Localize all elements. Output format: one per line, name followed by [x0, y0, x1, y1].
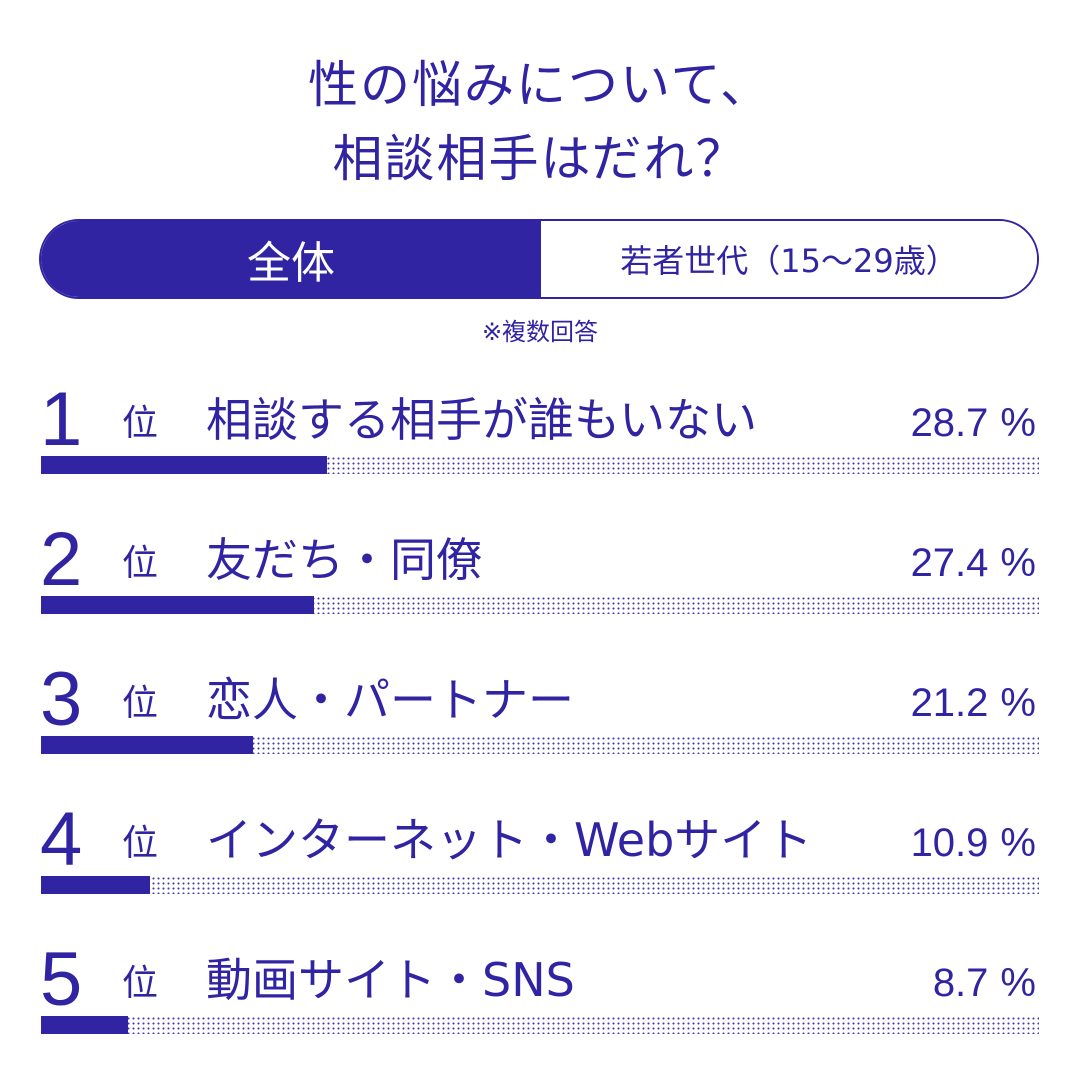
category-label: 動画サイト・SNS: [206, 953, 575, 1007]
rank-unit: 位: [122, 683, 159, 724]
rank-row: 2 位 友だち・同僚 27.4%: [0, 520, 1080, 634]
percent-sign: %: [1000, 821, 1036, 865]
multiple-answer-note: ※複数回答: [481, 318, 599, 346]
value-label: 28.7%: [911, 398, 1036, 448]
value-label: 8.7%: [933, 958, 1036, 1008]
value-label: 27.4%: [911, 538, 1036, 588]
rank-number: 1: [40, 377, 83, 462]
bar: [41, 876, 150, 894]
rank-number: 5: [40, 937, 83, 1022]
rank-unit: 位: [122, 403, 159, 444]
value-label: 10.9%: [911, 818, 1036, 868]
bar-track: [41, 1016, 1039, 1034]
bar: [41, 456, 328, 474]
value-number: 8.7: [932, 961, 989, 1005]
category-label: 友だち・同僚: [206, 533, 482, 587]
value-label: 21.2%: [911, 678, 1036, 728]
value-number: 21.2: [910, 681, 989, 725]
bar: [41, 1016, 128, 1034]
rank-row: 1 位 相談する相手が誰もいない 28.7%: [0, 380, 1080, 494]
segment-toggle: 全体 若者世代（15～29歳）: [39, 219, 1039, 299]
rank-unit: 位: [122, 543, 159, 584]
bar-track: [41, 876, 1039, 894]
rank-unit: 位: [122, 963, 159, 1004]
tab-all[interactable]: 全体: [41, 221, 541, 297]
category-label: 相談する相手が誰もいない: [206, 393, 758, 447]
rank-number: 3: [40, 657, 83, 742]
rank-number: 2: [40, 517, 83, 602]
percent-sign: %: [1000, 541, 1036, 585]
value-number: 27.4: [910, 541, 989, 585]
category-label: 恋人・パートナー: [206, 673, 574, 727]
percent-sign: %: [1000, 961, 1036, 1005]
bar: [41, 736, 253, 754]
value-number: 28.7: [910, 401, 989, 445]
value-number: 10.9: [910, 821, 989, 865]
rank-number: 4: [40, 797, 83, 882]
rank-unit: 位: [122, 823, 159, 864]
title-line-1: 性の悩みについて、: [308, 56, 772, 114]
bar-track: [41, 736, 1039, 754]
percent-sign: %: [1000, 681, 1036, 725]
percent-sign: %: [1000, 401, 1036, 445]
bar: [41, 596, 315, 614]
title-line-2: 相談相手はだれ？: [332, 130, 748, 188]
rank-row: 3 位 恋人・パートナー 21.2%: [0, 660, 1080, 774]
rank-row: 5 位 動画サイト・SNS 8.7%: [0, 940, 1080, 1054]
rank-row: 4 位 インターネット・Webサイト 10.9%: [0, 800, 1080, 914]
chart-title: 性の悩みについて、 相談相手はだれ？: [0, 48, 1080, 196]
tab-young-generation[interactable]: 若者世代（15～29歳）: [541, 221, 1037, 297]
category-label: インターネット・Webサイト: [206, 813, 813, 867]
